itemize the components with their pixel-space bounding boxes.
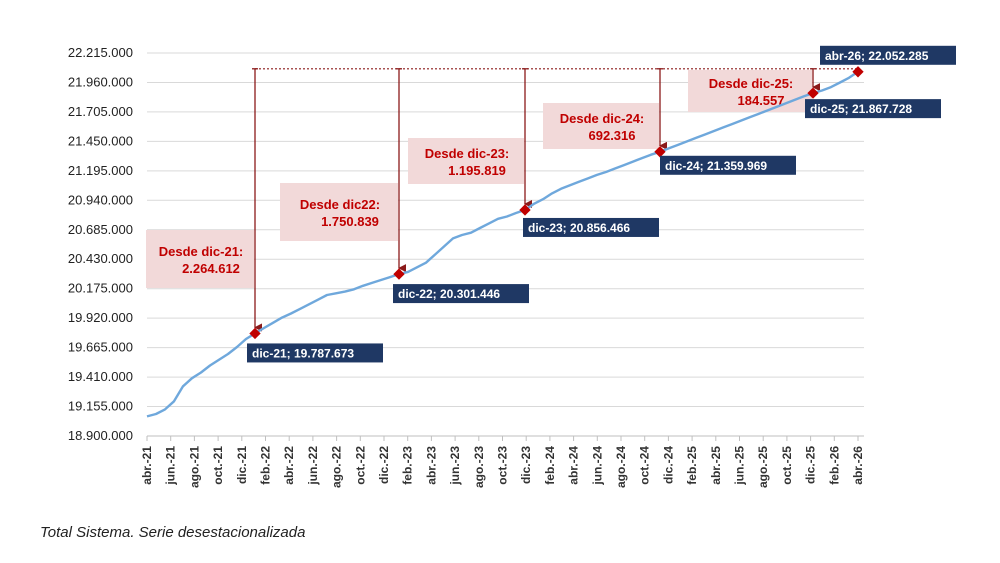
y-axis: 18.900.000 19.155.000 19.410.000 19.665.000… bbox=[68, 45, 133, 443]
data-point-marker bbox=[654, 146, 666, 158]
x-tick-label: oct.-23 bbox=[496, 446, 510, 485]
x-tick-label: oct.-21 bbox=[211, 446, 225, 485]
data-label: dic-25; 21.867.728 bbox=[810, 102, 912, 116]
y-tick-label: 21.195.000 bbox=[68, 163, 133, 178]
x-tick-label: oct.-24 bbox=[638, 446, 652, 485]
data-points bbox=[249, 66, 864, 340]
annotation-value: 692.316 bbox=[589, 128, 636, 143]
y-tick-label: 21.705.000 bbox=[68, 104, 133, 119]
x-tick-label: dic.-23 bbox=[519, 446, 533, 484]
x-tick-label: jun.-22 bbox=[306, 446, 320, 486]
y-tick-label: 19.665.000 bbox=[68, 340, 133, 355]
x-tick-label: feb.-25 bbox=[685, 446, 699, 485]
data-label-box bbox=[393, 284, 529, 304]
x-tick-label: abr.-23 bbox=[424, 446, 438, 485]
chart: 18.900.000 19.155.000 19.410.000 19.665.000… bbox=[68, 45, 956, 488]
data-label: dic-23; 20.856.466 bbox=[528, 221, 630, 235]
x-tick-label: abr.-26 bbox=[851, 446, 865, 485]
y-tick-label: 21.450.000 bbox=[68, 133, 133, 148]
annotation-box bbox=[280, 183, 398, 241]
annotation-title: Desde dic-23: bbox=[425, 146, 510, 161]
x-tick-label: dic.-22 bbox=[377, 446, 391, 484]
chart-caption: Total Sistema. Serie desestacionalizada bbox=[40, 524, 306, 541]
data-label-box bbox=[247, 343, 383, 363]
y-tick-label: 19.920.000 bbox=[68, 310, 133, 325]
x-tick-label: jun.-23 bbox=[448, 446, 462, 486]
x-tick-label: ago.-25 bbox=[756, 446, 770, 488]
x-tick-label: jun.-21 bbox=[164, 446, 178, 486]
annotation-title: Desde dic-21: bbox=[159, 244, 244, 259]
x-tick-label: ago.-22 bbox=[330, 446, 344, 488]
y-tick-label: 20.430.000 bbox=[68, 251, 133, 266]
annotation-box bbox=[146, 230, 254, 288]
x-tick-label: dic.-21 bbox=[235, 446, 249, 484]
x-tick-label: abr.-21 bbox=[140, 446, 154, 485]
series-line-path bbox=[146, 70, 859, 418]
annotation-value: 1.195.819 bbox=[448, 163, 506, 178]
data-label: dic-22; 20.301.446 bbox=[398, 287, 500, 301]
data-label-box bbox=[805, 99, 941, 119]
x-tick-label: jun.-24 bbox=[590, 446, 604, 486]
x-tick-label: dic.-24 bbox=[661, 446, 675, 484]
x-tick-label: feb.-26 bbox=[827, 446, 841, 485]
data-point-marker bbox=[249, 327, 261, 340]
y-tick-label: 20.940.000 bbox=[68, 192, 133, 207]
x-tick-label: feb.-24 bbox=[543, 446, 557, 485]
x-tick-label: abr.-24 bbox=[567, 446, 581, 485]
y-tick-label: 18.900.000 bbox=[68, 428, 133, 443]
annotation-title: Desde dic-25: bbox=[709, 76, 794, 91]
annotation-box bbox=[408, 138, 524, 184]
annotations: Desde dic-21: 2.264.612 Desde dic22: 1.750.… bbox=[146, 68, 858, 332]
y-tick-label: 22.215.000 bbox=[68, 45, 133, 60]
x-tick-label: dic.-25 bbox=[804, 446, 818, 484]
data-label: abr-26; 22.052.285 bbox=[825, 49, 929, 63]
x-tick-label: abr.-22 bbox=[282, 446, 296, 485]
annotation-box bbox=[688, 70, 812, 112]
x-tick-label: abr.-25 bbox=[709, 446, 723, 485]
x-axis: abr.-21 jun.-21 ago.-21 oct.-21 dic.-21 feb.-… bbox=[140, 435, 865, 488]
data-point-marker bbox=[519, 204, 531, 216]
data-label-box bbox=[660, 155, 796, 175]
y-tick-label: 19.410.000 bbox=[68, 369, 133, 384]
data-labels: dic-21; 19.787.673 dic-22; 20.301.446 dic-… bbox=[247, 45, 956, 363]
annotation-title: Desde dic-24: bbox=[560, 111, 645, 126]
x-tick-label: jun.-25 bbox=[733, 446, 747, 486]
y-tick-label: 20.685.000 bbox=[68, 222, 133, 237]
x-tick-label: ago.-23 bbox=[472, 446, 486, 488]
x-tick-label: ago.-21 bbox=[187, 446, 201, 488]
y-tick-label: 20.175.000 bbox=[68, 281, 133, 296]
annotation-title: Desde dic22: bbox=[300, 197, 380, 212]
annotation-value: 1.750.839 bbox=[321, 214, 379, 229]
y-tick-label: 19.155.000 bbox=[68, 399, 133, 414]
data-label: dic-24; 21.359.969 bbox=[665, 159, 767, 173]
data-label-box bbox=[523, 217, 659, 237]
data-point-marker bbox=[393, 268, 405, 280]
annotation-value: 2.264.612 bbox=[182, 261, 240, 276]
data-label: dic-21; 19.787.673 bbox=[252, 346, 354, 360]
x-tick-label: ago.-24 bbox=[614, 446, 628, 488]
series-line bbox=[146, 70, 859, 418]
x-tick-label: oct.-22 bbox=[353, 446, 367, 485]
x-tick-label: oct.-25 bbox=[780, 446, 794, 485]
y-tick-label: 21.960.000 bbox=[68, 74, 133, 89]
annotation-box bbox=[543, 103, 659, 149]
x-tick-label: feb.-23 bbox=[401, 446, 415, 485]
annotation-value: 184.557 bbox=[738, 93, 785, 108]
x-tick-label: feb.-22 bbox=[259, 446, 273, 485]
data-label-box bbox=[820, 45, 956, 65]
